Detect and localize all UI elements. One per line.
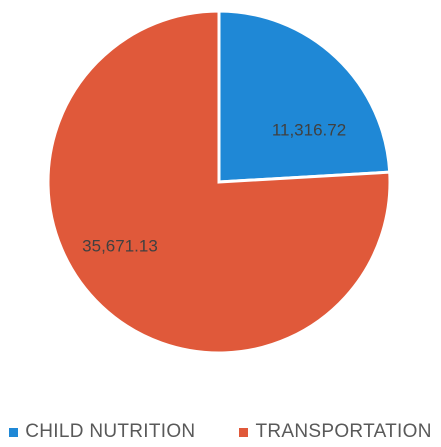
- pie-slice-transportation: [46, 9, 392, 355]
- legend-item-child-nutrition: CHILD NUTRITION: [9, 421, 195, 443]
- legend-swatch-child-nutrition: [9, 427, 19, 437]
- legend-label-transportation: TRANSPORTATION: [255, 421, 432, 442]
- legend: CHILD NUTRITION TRANSPORTATION: [0, 421, 441, 443]
- legend-label-child-nutrition: CHILD NUTRITION: [25, 421, 196, 442]
- legend-swatch-transportation: [239, 427, 249, 437]
- legend-item-transportation: TRANSPORTATION: [239, 421, 431, 443]
- data-label-child-nutrition: 11,316.72: [272, 120, 346, 139]
- pie-slice-child-nutrition: [217, 9, 392, 184]
- data-label-transportation: 35,671.13: [82, 236, 158, 255]
